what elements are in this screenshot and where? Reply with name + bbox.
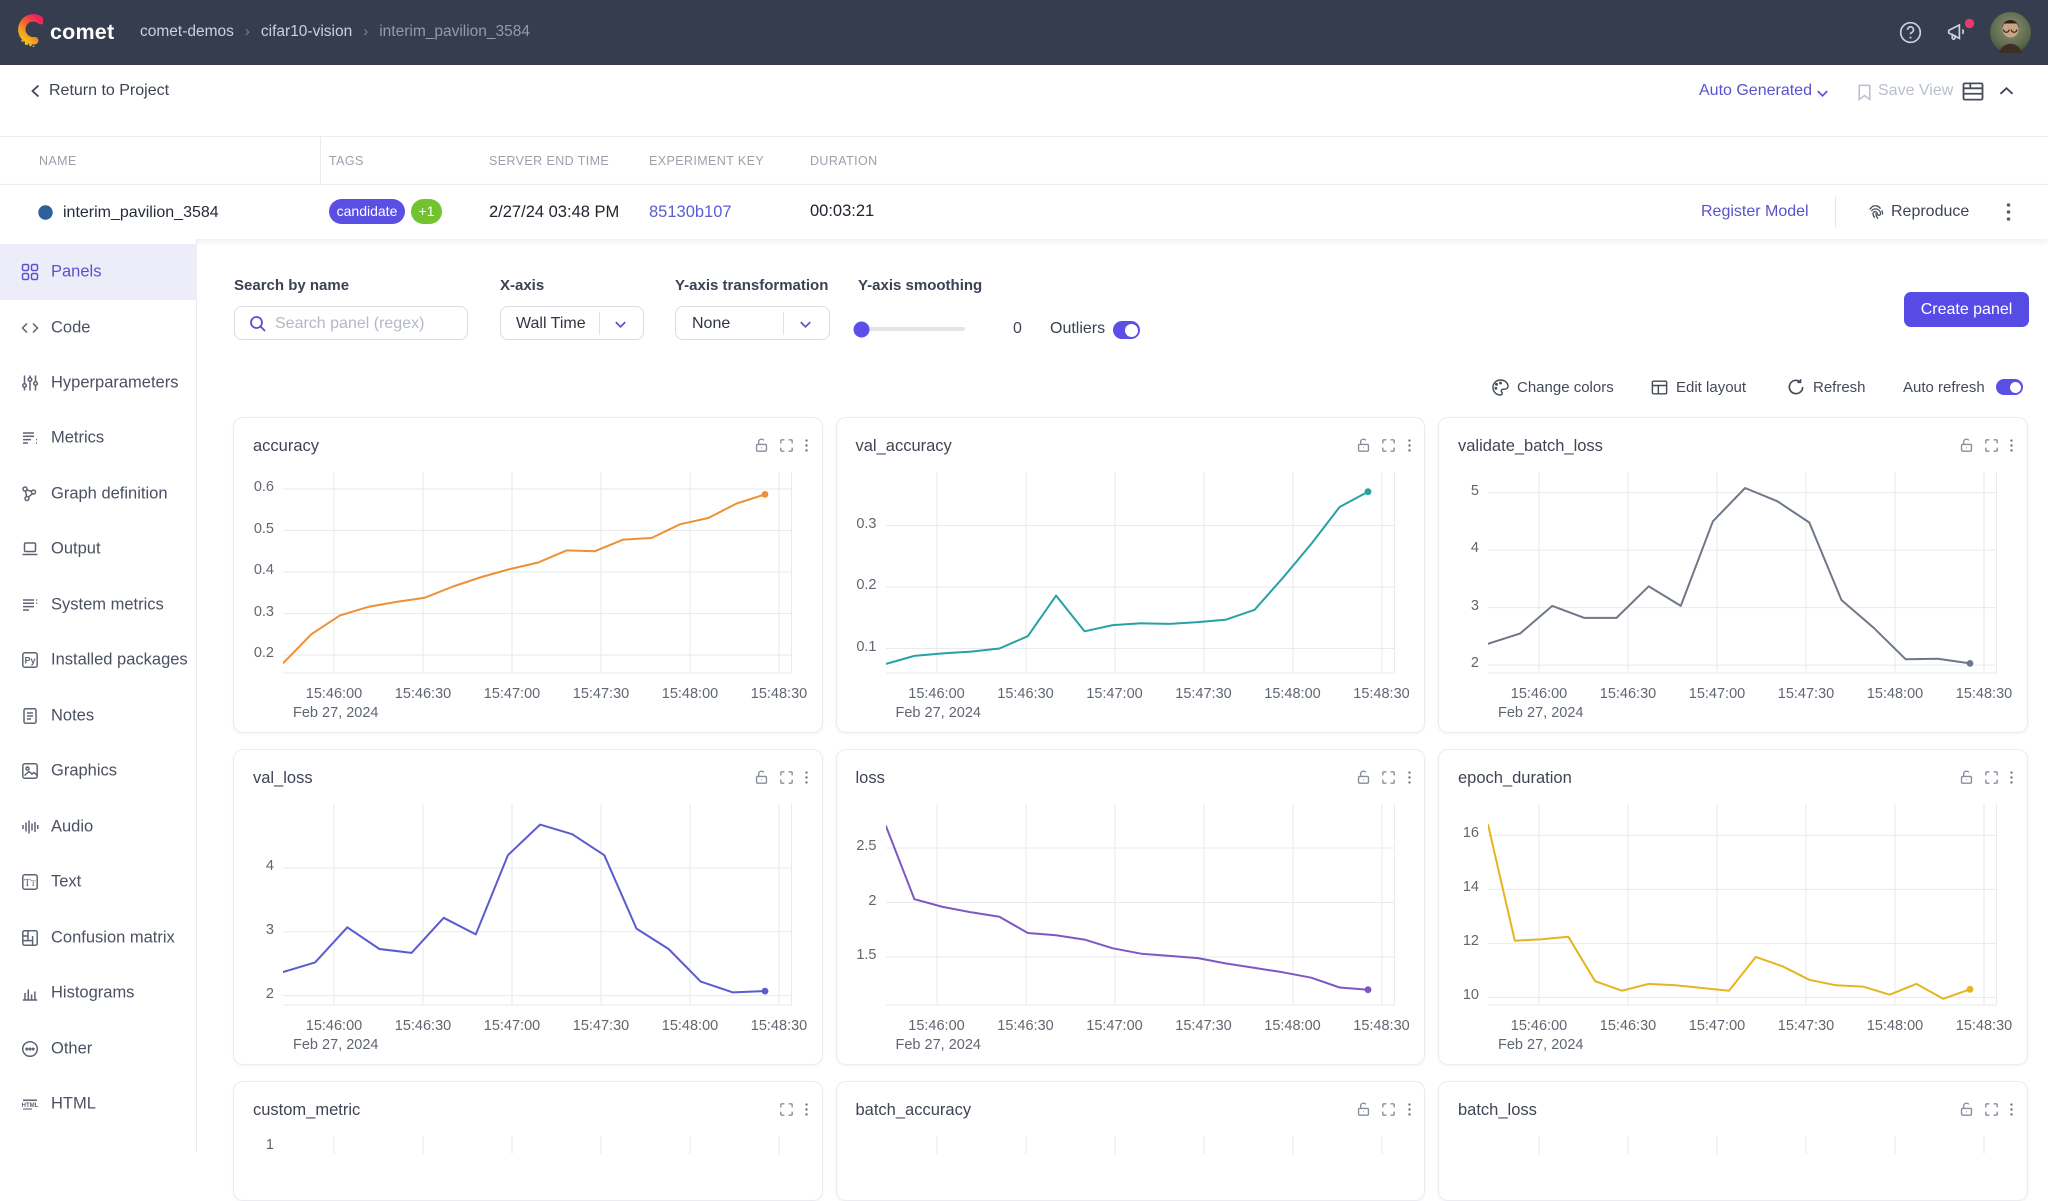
svg-text:HTML: HTML bbox=[22, 1103, 39, 1109]
svg-text:Py: Py bbox=[24, 656, 35, 666]
svg-text:TT: TT bbox=[24, 877, 36, 889]
